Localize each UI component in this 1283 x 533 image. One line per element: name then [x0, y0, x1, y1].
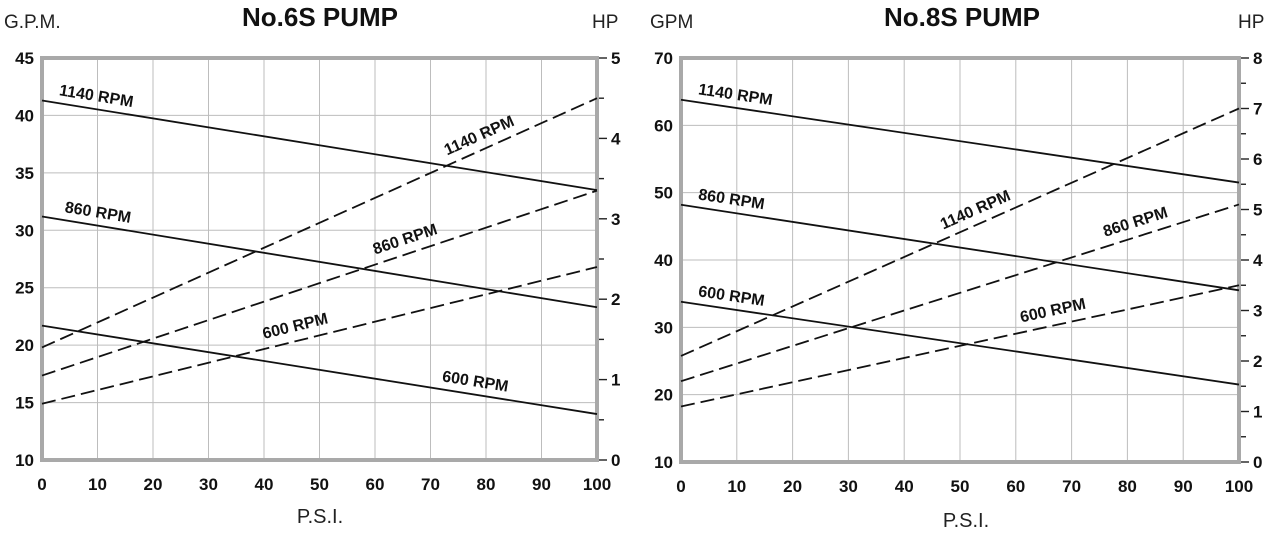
chart2-y2-tick-label: 7 — [1253, 100, 1262, 119]
chart2-series-hp-1140-rpm-line — [680, 107, 1240, 357]
chart1-x-tick-label: 60 — [366, 475, 385, 494]
chart1-series-gpm-1140-rpm-line — [41, 99, 598, 191]
chart2-y-tick-label: 70 — [654, 49, 673, 68]
chart1-y-tick-label: 20 — [15, 336, 34, 355]
chart1-y-tick-label: 25 — [15, 279, 34, 298]
chart2-y-tick-label: 40 — [654, 251, 673, 270]
chart2-x-tick-label: 50 — [951, 477, 970, 496]
chart2-curve-label-hp: 1140 RPM — [938, 187, 1013, 233]
chart2-x-axis-label: P.S.I. — [943, 510, 989, 532]
chart1-x-tick-label: 40 — [255, 475, 274, 494]
chart2-series-gpm-860-rpm-line — [680, 203, 1240, 292]
chart1-y2-tick-label: 5 — [611, 49, 620, 68]
chart1-x-axis-label: P.S.I. — [297, 506, 343, 528]
chart1-y2-tick-label: 1 — [611, 371, 620, 390]
chart2-x-tick-label: 90 — [1174, 477, 1193, 496]
chart1-y-tick-label: 10 — [15, 451, 34, 470]
chart2-x-tick-label: 80 — [1118, 477, 1137, 496]
chart1-x-tick-label: 20 — [144, 475, 163, 494]
chart1-y-tick-label: 35 — [15, 164, 34, 183]
chart2-x-tick-label: 10 — [727, 477, 746, 496]
chart1-curve-label-hp: 1140 RPM — [442, 113, 517, 159]
chart2-y2-tick-label: 2 — [1253, 352, 1262, 371]
chart1-plot-frame — [40, 56, 599, 462]
chart2-series-hp-600-rpm-line — [680, 284, 1240, 408]
chart1-plot: 0 10 20 30 40 50 60 70 80 90 100101520253035404501… — [15, 49, 621, 494]
chart2-x-tick-label: 100 — [1225, 477, 1253, 496]
chart1-y-tick-label: 15 — [15, 394, 34, 413]
chart1-x-tick-label: 80 — [477, 475, 496, 494]
chart2-y-tick-label: 30 — [654, 318, 673, 337]
chart2-x-tick-label: 30 — [839, 477, 858, 496]
chart1-series-hp-1140-rpm-line — [41, 97, 598, 349]
chart2-y-tick-label: 60 — [654, 116, 673, 135]
chart2-y2-tick-label: 1 — [1253, 403, 1262, 422]
chart1-x-tick-label: 30 — [199, 475, 218, 494]
chart1-title: No.6S PUMP — [242, 2, 398, 32]
chart2-x-tick-label: 40 — [895, 477, 914, 496]
chart2-y-axis-label: GPM — [650, 12, 693, 33]
chart2-curve-label-hp: 860 RPM — [1101, 204, 1170, 240]
chart1-y2-tick-label: 4 — [611, 129, 621, 148]
chart2-y-tick-label: 50 — [654, 184, 673, 203]
chart2-x-tick-label: 70 — [1062, 477, 1081, 496]
chart2-y2-tick-label: 4 — [1253, 251, 1263, 270]
chart2-curve-label-hp: 600 RPM — [1019, 296, 1088, 327]
chart1-curve-label-hp: 860 RPM — [371, 221, 440, 258]
chart1-y-axis-label: G.P.M. — [4, 12, 61, 33]
chart2-x-tick-label: 0 — [676, 477, 685, 496]
chart2-plot: 0 10 20 30 40 50 60 70 80 90 100102030405060700123… — [654, 49, 1263, 496]
chart1-x-tick-label: 50 — [310, 475, 329, 494]
chart1-y-tick-label: 30 — [15, 221, 34, 240]
chart2-y2-axis-label: HP — [1238, 12, 1264, 33]
chart2-y2-tick-label: 5 — [1253, 201, 1262, 220]
chart2-curve-label-gpm: 1140 RPM — [697, 81, 773, 109]
chart2-plot-frame — [679, 56, 1241, 464]
chart1-curve-label-gpm: 1140 RPM — [58, 82, 134, 111]
chart1-x-tick-label: 70 — [421, 475, 440, 494]
chart1-series-hp-600-rpm-line — [41, 266, 598, 405]
chart1-y2-tick-label: 0 — [611, 451, 620, 470]
chart1-y-tick-label: 45 — [15, 49, 34, 68]
chart2-y-tick-label: 20 — [654, 386, 673, 405]
chart1-y2-tick-label: 2 — [611, 290, 620, 309]
chart2-y-tick-label: 10 — [654, 453, 673, 472]
chart1-x-tick-label: 90 — [532, 475, 551, 494]
chart1-series-gpm-600-rpm-line — [41, 324, 598, 415]
chart2-y2-tick-label: 3 — [1253, 302, 1262, 321]
chart1-y2-axis-label: HP — [592, 12, 618, 33]
chart2-x-tick-label: 20 — [783, 477, 802, 496]
chart1-y-tick-label: 40 — [15, 106, 34, 125]
chart2-y2-tick-label: 0 — [1253, 453, 1262, 472]
chart1-x-tick-label: 100 — [583, 475, 611, 494]
chart1-x-tick-label: 10 — [88, 475, 107, 494]
chart2-x-tick-label: 60 — [1006, 477, 1025, 496]
chart2-y2-tick-label: 6 — [1253, 150, 1262, 169]
chart1-series-hp-860-rpm-line — [41, 189, 598, 377]
chart2-title: No.8S PUMP — [884, 2, 1040, 32]
chart1-y2-tick-label: 3 — [611, 210, 620, 229]
chart1-series-gpm-860-rpm-line — [41, 215, 598, 309]
chart2-series-gpm-1140-rpm-line — [680, 98, 1240, 184]
chart2-y2-tick-label: 8 — [1253, 49, 1262, 68]
chart1-x-tick-label: 0 — [37, 475, 46, 494]
chart2-series-hp-860-rpm-line — [680, 203, 1240, 383]
